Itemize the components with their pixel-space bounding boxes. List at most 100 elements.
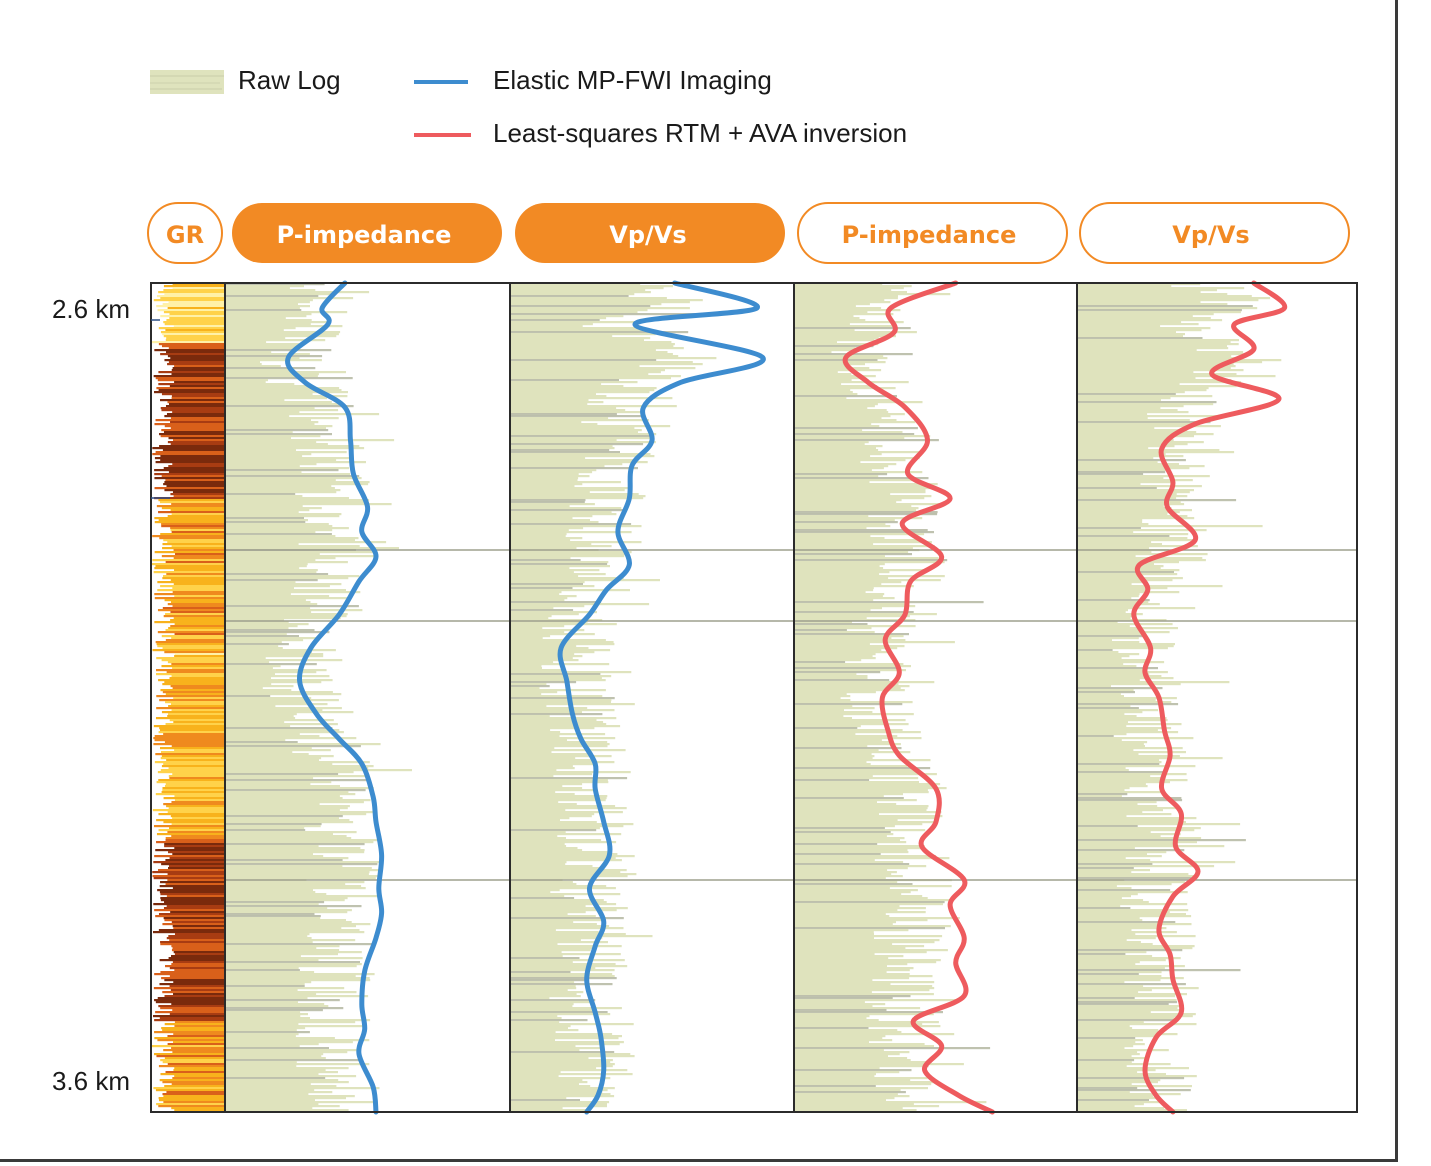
raw-log-sample <box>1078 1033 1178 1036</box>
raw-log-sample <box>795 459 906 462</box>
raw-log-sample <box>226 825 321 828</box>
raw-log-sample <box>510 607 554 610</box>
raw-log-sample <box>1078 529 1207 532</box>
raw-log-sample <box>510 797 607 800</box>
raw-log-sample <box>1078 955 1153 958</box>
raw-log-sample <box>510 515 593 518</box>
header-lsrtm-pimpedance-pill <box>797 202 1068 264</box>
gr-log-sample <box>170 443 225 446</box>
raw-log-sample <box>795 1065 929 1068</box>
gr-log-sample <box>164 785 225 788</box>
raw-log-sample <box>510 925 610 928</box>
raw-log-sample <box>226 325 343 328</box>
raw-log-sample <box>795 469 872 472</box>
raw-log-sample <box>795 423 872 426</box>
raw-log-sample <box>795 693 847 696</box>
gr-log-sample <box>173 557 225 560</box>
raw-log-sample <box>510 1053 631 1056</box>
raw-log-sample <box>1078 927 1167 930</box>
raw-log-sample <box>226 627 289 630</box>
raw-log-sample <box>226 703 328 706</box>
raw-log-sample <box>1078 489 1194 492</box>
raw-log-sample <box>226 395 348 398</box>
raw-log-sample <box>795 875 903 878</box>
raw-log-sample <box>226 799 371 802</box>
raw-log-sample <box>226 753 309 756</box>
raw-log-sample <box>795 369 882 372</box>
raw-log-sample <box>1078 987 1199 990</box>
gr-log-sample <box>166 805 225 808</box>
gr-log-sample <box>165 479 225 482</box>
gr-log-sample <box>152 453 225 456</box>
gr-log-sample <box>159 1079 225 1082</box>
raw-log-sample <box>795 635 904 638</box>
raw-log-sample <box>510 869 627 872</box>
raw-log-sample <box>795 927 945 930</box>
raw-log-sample <box>510 1097 567 1100</box>
gr-log-sample <box>159 891 225 894</box>
raw-log-sample <box>795 683 899 686</box>
gr-log-sample <box>158 371 225 374</box>
raw-log-sample <box>795 1089 901 1092</box>
raw-log-sample <box>510 711 582 714</box>
raw-log-sample <box>510 435 650 438</box>
raw-log-sample <box>226 605 359 608</box>
raw-log-sample <box>510 395 607 398</box>
raw-log-sample <box>795 747 902 750</box>
raw-log-sample <box>510 355 679 358</box>
raw-log-sample <box>795 385 878 388</box>
gr-log-sample <box>167 715 225 718</box>
gr-log-sample <box>164 845 225 848</box>
raw-log-sample <box>795 495 932 498</box>
raw-log-sample <box>226 357 300 360</box>
raw-log-sample <box>795 1049 884 1052</box>
raw-log-sample <box>795 295 898 298</box>
raw-log-sample <box>1078 679 1140 682</box>
raw-log-sample <box>226 739 286 742</box>
raw-log-sample <box>226 983 305 986</box>
raw-log-sample <box>1078 563 1154 566</box>
gr-log-sample <box>174 569 225 572</box>
raw-log-sample <box>226 757 322 760</box>
raw-log-sample <box>1078 531 1134 534</box>
raw-log-sample <box>795 297 898 300</box>
raw-log-sample <box>510 385 624 388</box>
raw-log-sample <box>1078 473 1144 476</box>
raw-log-sample <box>1078 315 1193 318</box>
raw-log-sample <box>226 867 372 870</box>
raw-log-sample <box>510 651 595 654</box>
raw-log-sample <box>1078 411 1189 414</box>
gr-log-sample <box>154 1031 225 1034</box>
raw-log-sample <box>226 1089 315 1092</box>
raw-log-sample <box>1078 735 1114 738</box>
gr-log-sample <box>168 361 225 364</box>
raw-log-sample <box>795 349 857 352</box>
raw-log-sample <box>226 1027 306 1030</box>
lsrtm-pimpedance-curve <box>842 280 995 1115</box>
raw-log-sample <box>226 767 369 770</box>
gr-log-sample <box>157 581 225 584</box>
gr-log-sample <box>161 765 225 768</box>
raw-log-sample <box>1078 391 1185 394</box>
gr-log-sample <box>164 919 225 922</box>
raw-log-sample <box>1078 869 1150 872</box>
raw-log-sample <box>226 945 340 948</box>
raw-log-sample <box>795 733 856 736</box>
raw-log-sample <box>1078 981 1125 984</box>
raw-log-sample <box>510 691 558 694</box>
raw-log-sample <box>510 633 595 636</box>
raw-log-sample <box>795 667 901 670</box>
gr-log-sample <box>162 991 225 994</box>
gr-log-sample <box>161 863 225 866</box>
raw-log-sample <box>795 795 884 798</box>
raw-log-sample <box>226 1001 298 1004</box>
raw-log-sample <box>226 1101 374 1104</box>
raw-log-sample <box>510 983 613 986</box>
raw-log-sample <box>510 427 635 430</box>
raw-log-sample <box>226 1085 337 1088</box>
gr-log-sample <box>155 461 225 464</box>
gr-log-sample <box>171 709 225 712</box>
raw-log-sample <box>510 481 621 484</box>
gr-log-sample <box>171 1003 225 1006</box>
raw-log-sample <box>795 849 908 852</box>
